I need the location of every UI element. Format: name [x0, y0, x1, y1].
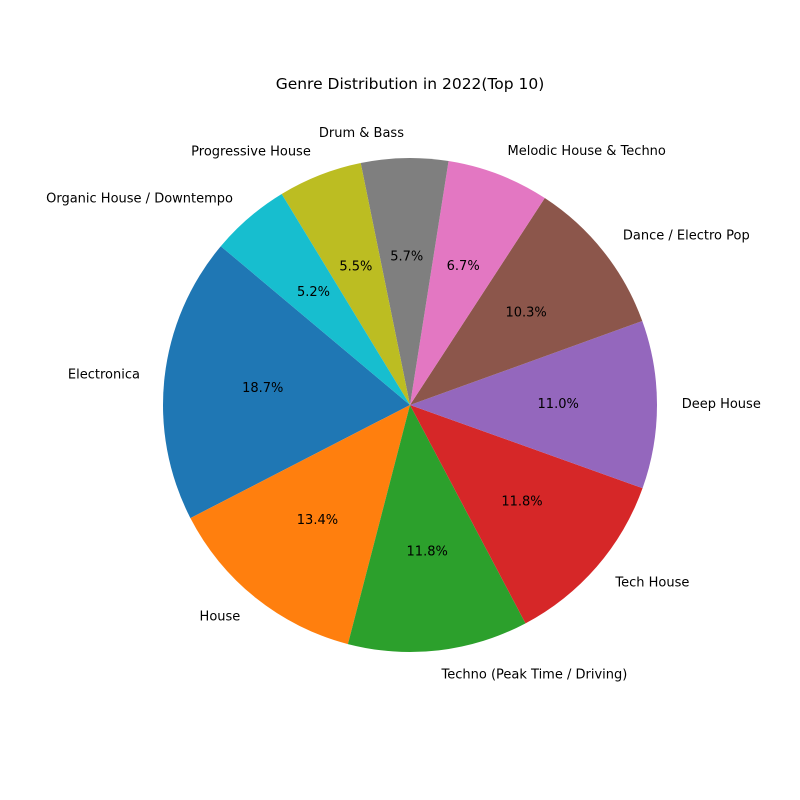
- pct-label-deep-house: 11.0%: [538, 397, 579, 412]
- pct-label-drum-bass: 5.7%: [390, 249, 423, 264]
- chart-title: Genre Distribution in 2022(Top 10): [276, 75, 545, 93]
- pie-slice-tech-house: [410, 405, 643, 624]
- pie-slice-house: [190, 405, 410, 645]
- pie-slices: [163, 157, 657, 653]
- slice-label-house: House: [200, 610, 241, 625]
- pct-label-organic-house-downtempo: 5.2%: [297, 285, 330, 300]
- slice-label-organic-house-downtempo: Organic House / Downtempo: [46, 191, 233, 206]
- slice-label-progressive-house: Progressive House: [191, 145, 311, 160]
- pct-label-house: 13.4%: [297, 513, 338, 528]
- pie-slice-techno-peak-time-driving: [347, 405, 526, 653]
- pct-label-electronica: 18.7%: [242, 381, 283, 396]
- pct-label-techno-peak-time-driving: 11.8%: [407, 545, 448, 560]
- slice-label-melodic-house-techno: Melodic House & Techno: [508, 144, 666, 159]
- slice-label-techno-peak-time-driving: Techno (Peak Time / Driving): [441, 667, 628, 682]
- pie-slice-melodic-house-techno: [410, 161, 545, 405]
- pct-label-progressive-house: 5.5%: [339, 260, 372, 275]
- slice-label-dance-electro-pop: Dance / Electro Pop: [623, 229, 750, 244]
- slice-label-electronica: Electronica: [68, 367, 140, 382]
- pie-slice-electronica: [163, 246, 410, 519]
- pct-label-melodic-house-techno: 6.7%: [447, 259, 480, 274]
- pie-slice-deep-house: [410, 321, 657, 489]
- pie-labels: Electronica 18.7% House 13.4% Techno (Peak T…: [46, 126, 761, 682]
- slice-label-drum-bass: Drum & Bass: [319, 126, 404, 141]
- slice-label-tech-house: Tech House: [614, 575, 689, 590]
- slice-label-deep-house: Deep House: [682, 397, 761, 412]
- pie-slice-organic-house-downtempo: [220, 193, 410, 405]
- pie-slice-drum-bass: [360, 157, 449, 405]
- pie-slice-dance-electro-pop: [410, 198, 643, 405]
- pie-slice-progressive-house: [281, 162, 410, 405]
- pct-label-dance-electro-pop: 10.3%: [505, 305, 546, 320]
- pct-label-tech-house: 11.8%: [501, 495, 542, 510]
